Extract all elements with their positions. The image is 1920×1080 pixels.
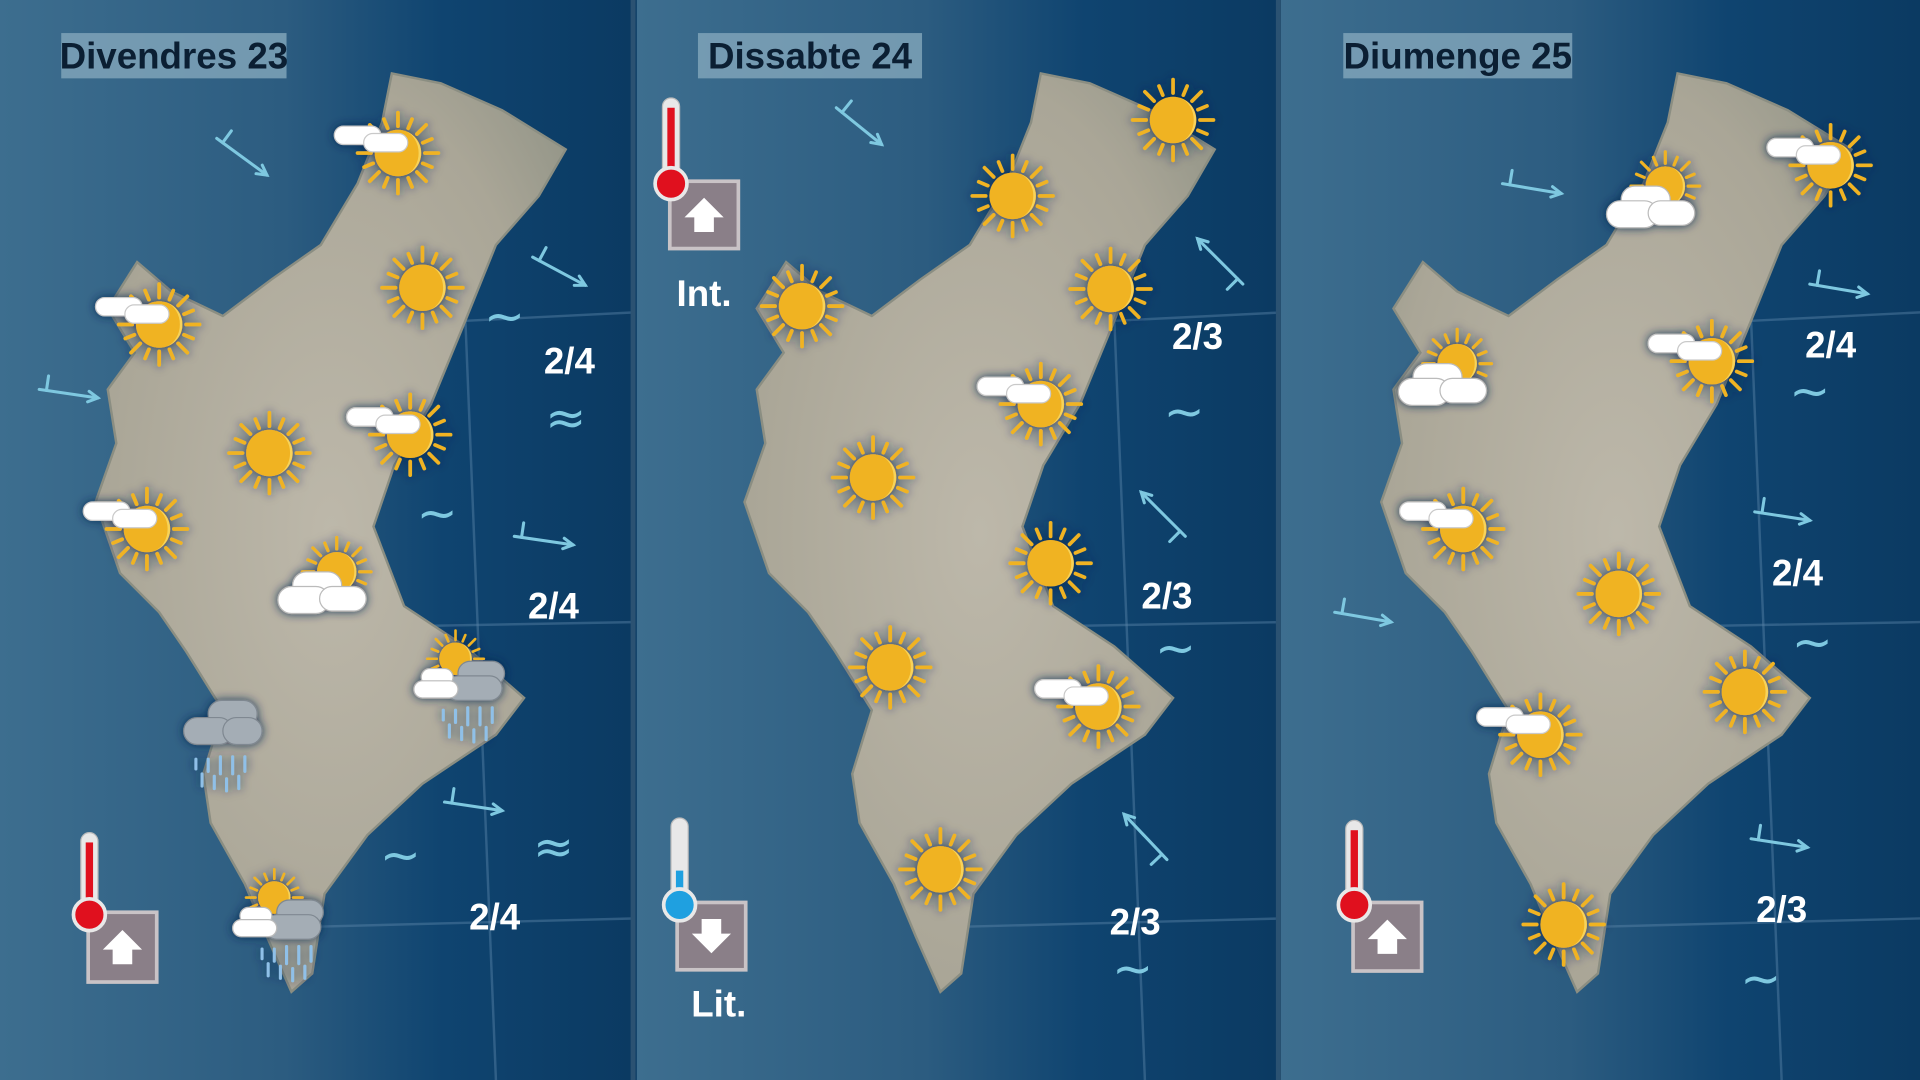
wave-symbol: ~ (1112, 941, 1153, 998)
sea-state-label: 2/4 (544, 340, 596, 381)
wind-arrow-icon (1753, 496, 1813, 526)
sea-state-label: 2/4 (1805, 325, 1857, 366)
sea-state-label: 2/3 (1141, 576, 1192, 617)
panel-divider (630, 0, 636, 1080)
wind-arrow-icon (1500, 168, 1565, 199)
temperature-zone-label: Int. (677, 273, 732, 314)
wind-arrow-icon (531, 246, 589, 287)
temperature-zone-label: Lit. (691, 983, 746, 1024)
thermometer-icon (71, 832, 108, 933)
arrow-down-icon (691, 918, 732, 954)
sun-icon (1010, 523, 1091, 604)
sun-icon (382, 247, 463, 328)
sun-icon (1523, 884, 1604, 965)
wave-symbol: ~ (417, 485, 458, 542)
day-title-text: Diumenge 25 (1343, 36, 1572, 77)
wind-arrow-icon (1808, 269, 1871, 299)
sun-icon (762, 266, 843, 347)
wind-arrow-icon (1749, 823, 1811, 853)
wave-symbol: ~ (380, 827, 421, 884)
day-panel: ~ ≈ ~ ~ ≈2/4 2/4 2/4 Divendres 23 (0, 0, 632, 1080)
wind-arrow-icon (1333, 597, 1395, 628)
sun-icon (972, 156, 1053, 237)
wind-arrow-icon (442, 787, 506, 816)
sun-icon (229, 413, 310, 494)
wave-symbol: ≈ (545, 390, 586, 447)
sun-icon (1578, 553, 1659, 634)
thermometer-icon (661, 817, 698, 923)
arrow-up-icon (1367, 919, 1407, 954)
thermometer-icon (1336, 819, 1373, 923)
day-title: Diumenge 25 (1343, 33, 1573, 79)
wave-symbol: ~ (1792, 614, 1833, 671)
wind-arrow-icon (1121, 811, 1169, 866)
day-panel: ~ ~ ~2/4 2/4 2/3 Diumenge 25 (1280, 0, 1920, 1080)
wind-arrow-icon (215, 129, 270, 177)
grid-lines (955, 311, 1276, 1080)
thermometer-icon (653, 97, 689, 202)
sun-icon (1704, 651, 1785, 732)
temperature-trend-indicator (1336, 819, 1424, 973)
temperature-trend-indicator: Int. (653, 97, 741, 314)
day-title: Divendres 23 (60, 33, 289, 79)
sea-state-label: 2/3 (1756, 889, 1807, 930)
wave-symbol: ~ (484, 288, 525, 345)
sun-icon (850, 627, 931, 708)
wind-arrow-icon (512, 521, 577, 551)
sea-state-label: 2/3 (1172, 316, 1223, 357)
sea-state-label: 2/4 (469, 896, 521, 937)
panel-divider (1275, 0, 1281, 1080)
temperature-trend-indicator (71, 832, 159, 984)
arrow-up-icon (684, 197, 724, 233)
sea-state-label: 2/4 (528, 585, 580, 626)
sun-icon (900, 829, 981, 910)
wave-symbol: ≈ (533, 818, 574, 875)
sea-state-label: 2/3 (1110, 901, 1161, 942)
sea-state-label: 2/4 (1772, 552, 1824, 593)
temperature-trend-indicator: Lit. (661, 817, 748, 1024)
sun-icon (1133, 80, 1214, 161)
wave-symbol: ~ (1789, 363, 1830, 420)
wind-arrow-icon (1138, 489, 1187, 544)
sun-icon (1070, 249, 1151, 330)
wind-arrow-icon (1195, 236, 1245, 291)
day-title-text: Dissabte 24 (708, 36, 913, 77)
wave-symbol: ~ (1164, 384, 1205, 441)
wave-symbol: ~ (1155, 620, 1196, 677)
sun-icon (833, 437, 914, 518)
wave-symbol: ~ (1740, 951, 1781, 1008)
day-title-text: Divendres 23 (60, 36, 289, 77)
wind-arrow-icon (834, 99, 885, 147)
wind-arrow-icon (37, 374, 102, 404)
day-panel: ~ ~ ~2/3 2/3 2/3 Int. Lit. Dissabte 24 (636, 0, 1276, 1080)
day-title: Dissabte 24 (697, 33, 923, 79)
